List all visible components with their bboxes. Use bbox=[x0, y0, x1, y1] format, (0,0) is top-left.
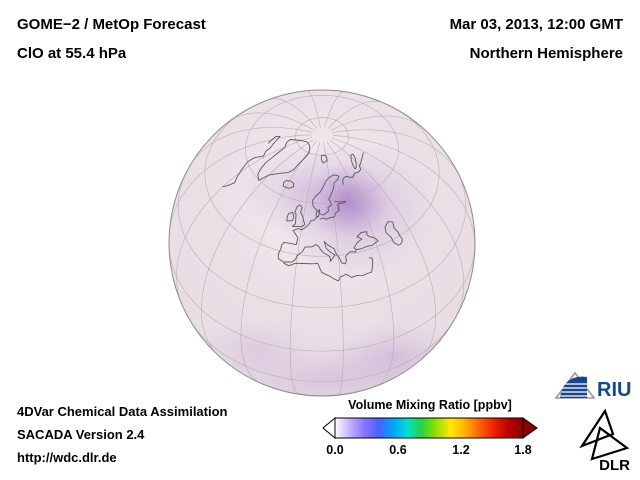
colorbar-title: Volume Mixing Ratio [ppbv] bbox=[348, 398, 512, 412]
product-level: ClO at 55.4 hPa bbox=[17, 45, 127, 62]
footer-credits: 4DVar Chemical Data Assimilation SACADA … bbox=[17, 400, 228, 469]
graticule-lines bbox=[169, 90, 475, 396]
globe-map bbox=[162, 83, 482, 403]
url-label: http://wdc.dlr.de bbox=[17, 450, 117, 465]
dlr-logo-icon: DLR bbox=[579, 408, 630, 472]
header-right: Mar 03, 2013, 12:00 GMT Northern Hemisph… bbox=[450, 10, 623, 68]
hemisphere-label: Northern Hemisphere bbox=[469, 45, 623, 62]
colorbar bbox=[322, 417, 538, 439]
coastlines bbox=[222, 135, 403, 282]
datetime-label: Mar 03, 2013, 12:00 GMT bbox=[449, 16, 623, 33]
tick-0: 0.0 bbox=[326, 443, 344, 457]
colorbar-ticks: 0.0 0.6 1.2 1.8 bbox=[322, 443, 538, 459]
riu-logo-text: RIU bbox=[597, 379, 631, 401]
version-label: SACADA Version 2.4 bbox=[17, 427, 145, 442]
product-title: GOME−2 / MetOp Forecast bbox=[17, 16, 206, 33]
header-left: GOME−2 / MetOp Forecast ClO at 55.4 hPa bbox=[17, 10, 206, 68]
clo-plume-layer bbox=[192, 142, 475, 396]
assimilation-label: 4DVar Chemical Data Assimilation bbox=[17, 404, 228, 419]
colorbar-left-arrow bbox=[322, 417, 336, 439]
tick-1: 0.6 bbox=[389, 443, 407, 457]
globe-outline bbox=[168, 89, 476, 397]
dlr-logo-text: DLR bbox=[599, 457, 630, 472]
tick-2: 1.2 bbox=[452, 443, 470, 457]
globe-svg bbox=[168, 89, 476, 397]
colorbar-right-arrow bbox=[522, 417, 538, 439]
tick-3: 1.8 bbox=[514, 443, 532, 457]
colorbar-gradient bbox=[334, 417, 524, 439]
riu-logo-icon: RIU bbox=[554, 371, 631, 401]
